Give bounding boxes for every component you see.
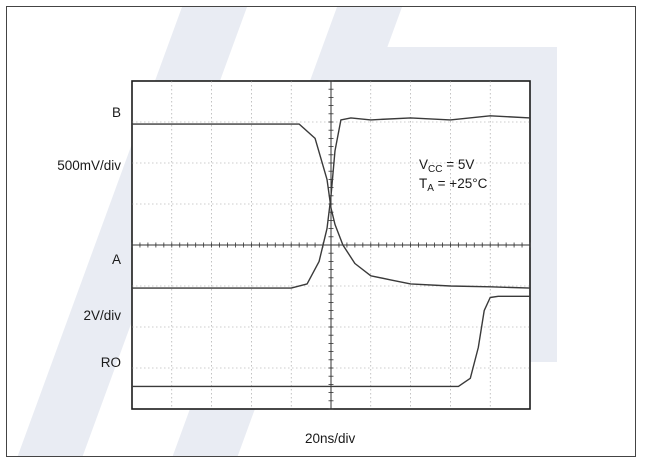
- oscilloscope-plot: [131, 80, 531, 410]
- trace-a: [132, 115, 531, 289]
- y-scale-label-ro: 2V/div: [83, 308, 121, 323]
- channel-label-ro: RO: [100, 355, 121, 370]
- trace-b: [132, 123, 531, 289]
- vcc-symbol: V: [419, 157, 429, 172]
- y-scale-label-ab: 500mV/div: [57, 158, 121, 173]
- channel-label-a: A: [111, 252, 121, 267]
- condition-vcc: VCC = 5V: [419, 157, 474, 175]
- chart-frame: B 500mV/div A 2V/div RO VCC = 5V TA = +2…: [6, 6, 636, 457]
- condition-ta: TA = +25°C: [419, 176, 487, 194]
- ta-subscript: A: [427, 183, 434, 194]
- x-scale-label: 20ns/div: [305, 431, 356, 446]
- vcc-subscript: CC: [428, 164, 443, 175]
- vcc-value: = 5V: [442, 157, 475, 172]
- ta-value: = +25°C: [433, 176, 488, 191]
- channel-label-b: B: [111, 105, 121, 120]
- ta-symbol: T: [419, 176, 428, 191]
- trace-ro: [132, 295, 530, 388]
